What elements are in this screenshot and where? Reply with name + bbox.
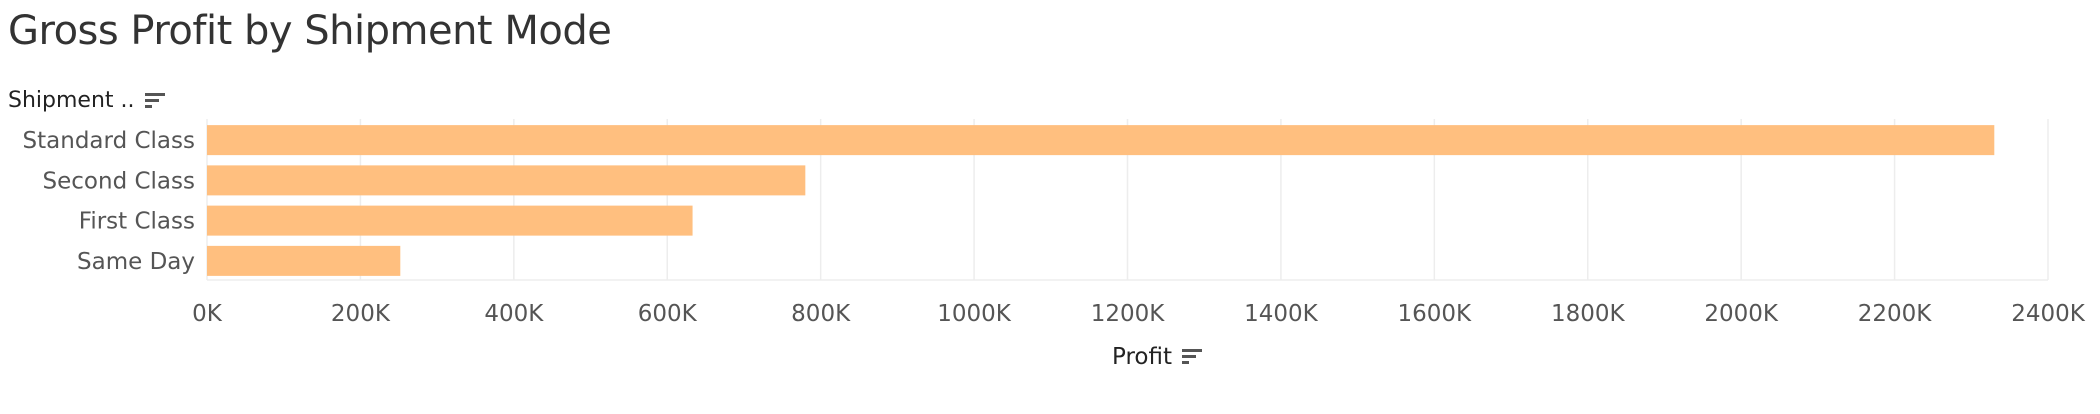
category-label: First Class [79,209,195,235]
x-tick-label: 1800K [1551,301,1626,327]
bars [207,125,1995,276]
x-tick-label: 800K [791,301,851,327]
bar [207,125,1995,156]
x-tick-label: 400K [484,301,544,327]
x-tick-label: 1200K [1091,301,1166,327]
x-axis-title-label: Profit [1112,344,1172,370]
bar [207,205,693,236]
category-label: Standard Class [23,128,195,154]
x-tick-label: 1400K [1244,301,1319,327]
x-tick-label: 2200K [1858,301,1933,327]
x-tick-label: 600K [638,301,698,327]
sort-icon[interactable] [144,92,167,110]
category-label: Second Class [43,168,195,194]
row-header[interactable]: Shipment .. [8,88,167,113]
bar [207,245,401,276]
chart-title: Gross Profit by Shipment Mode [8,8,612,54]
category-label: Same Day [77,249,195,275]
row-header-label: Shipment .. [8,88,135,113]
category-labels: Standard Class Second Class First Class Sam… [23,128,195,275]
x-axis-title[interactable]: Profit [1112,344,1204,370]
x-tick-label: 200K [331,301,391,327]
x-tick-label: 1000K [937,301,1012,327]
x-tick-label: 0K [192,301,223,327]
x-tick-label: 1600K [1398,301,1473,327]
sort-icon[interactable] [1182,348,1204,366]
bar [207,165,806,196]
x-axis-ticks: 0K 200K 400K 600K 800K 1000K 1200K 1400K 1600K 18… [192,301,2086,327]
x-tick-label: 2000K [1704,301,1779,327]
x-tick-label: 2400K [2011,301,2086,327]
